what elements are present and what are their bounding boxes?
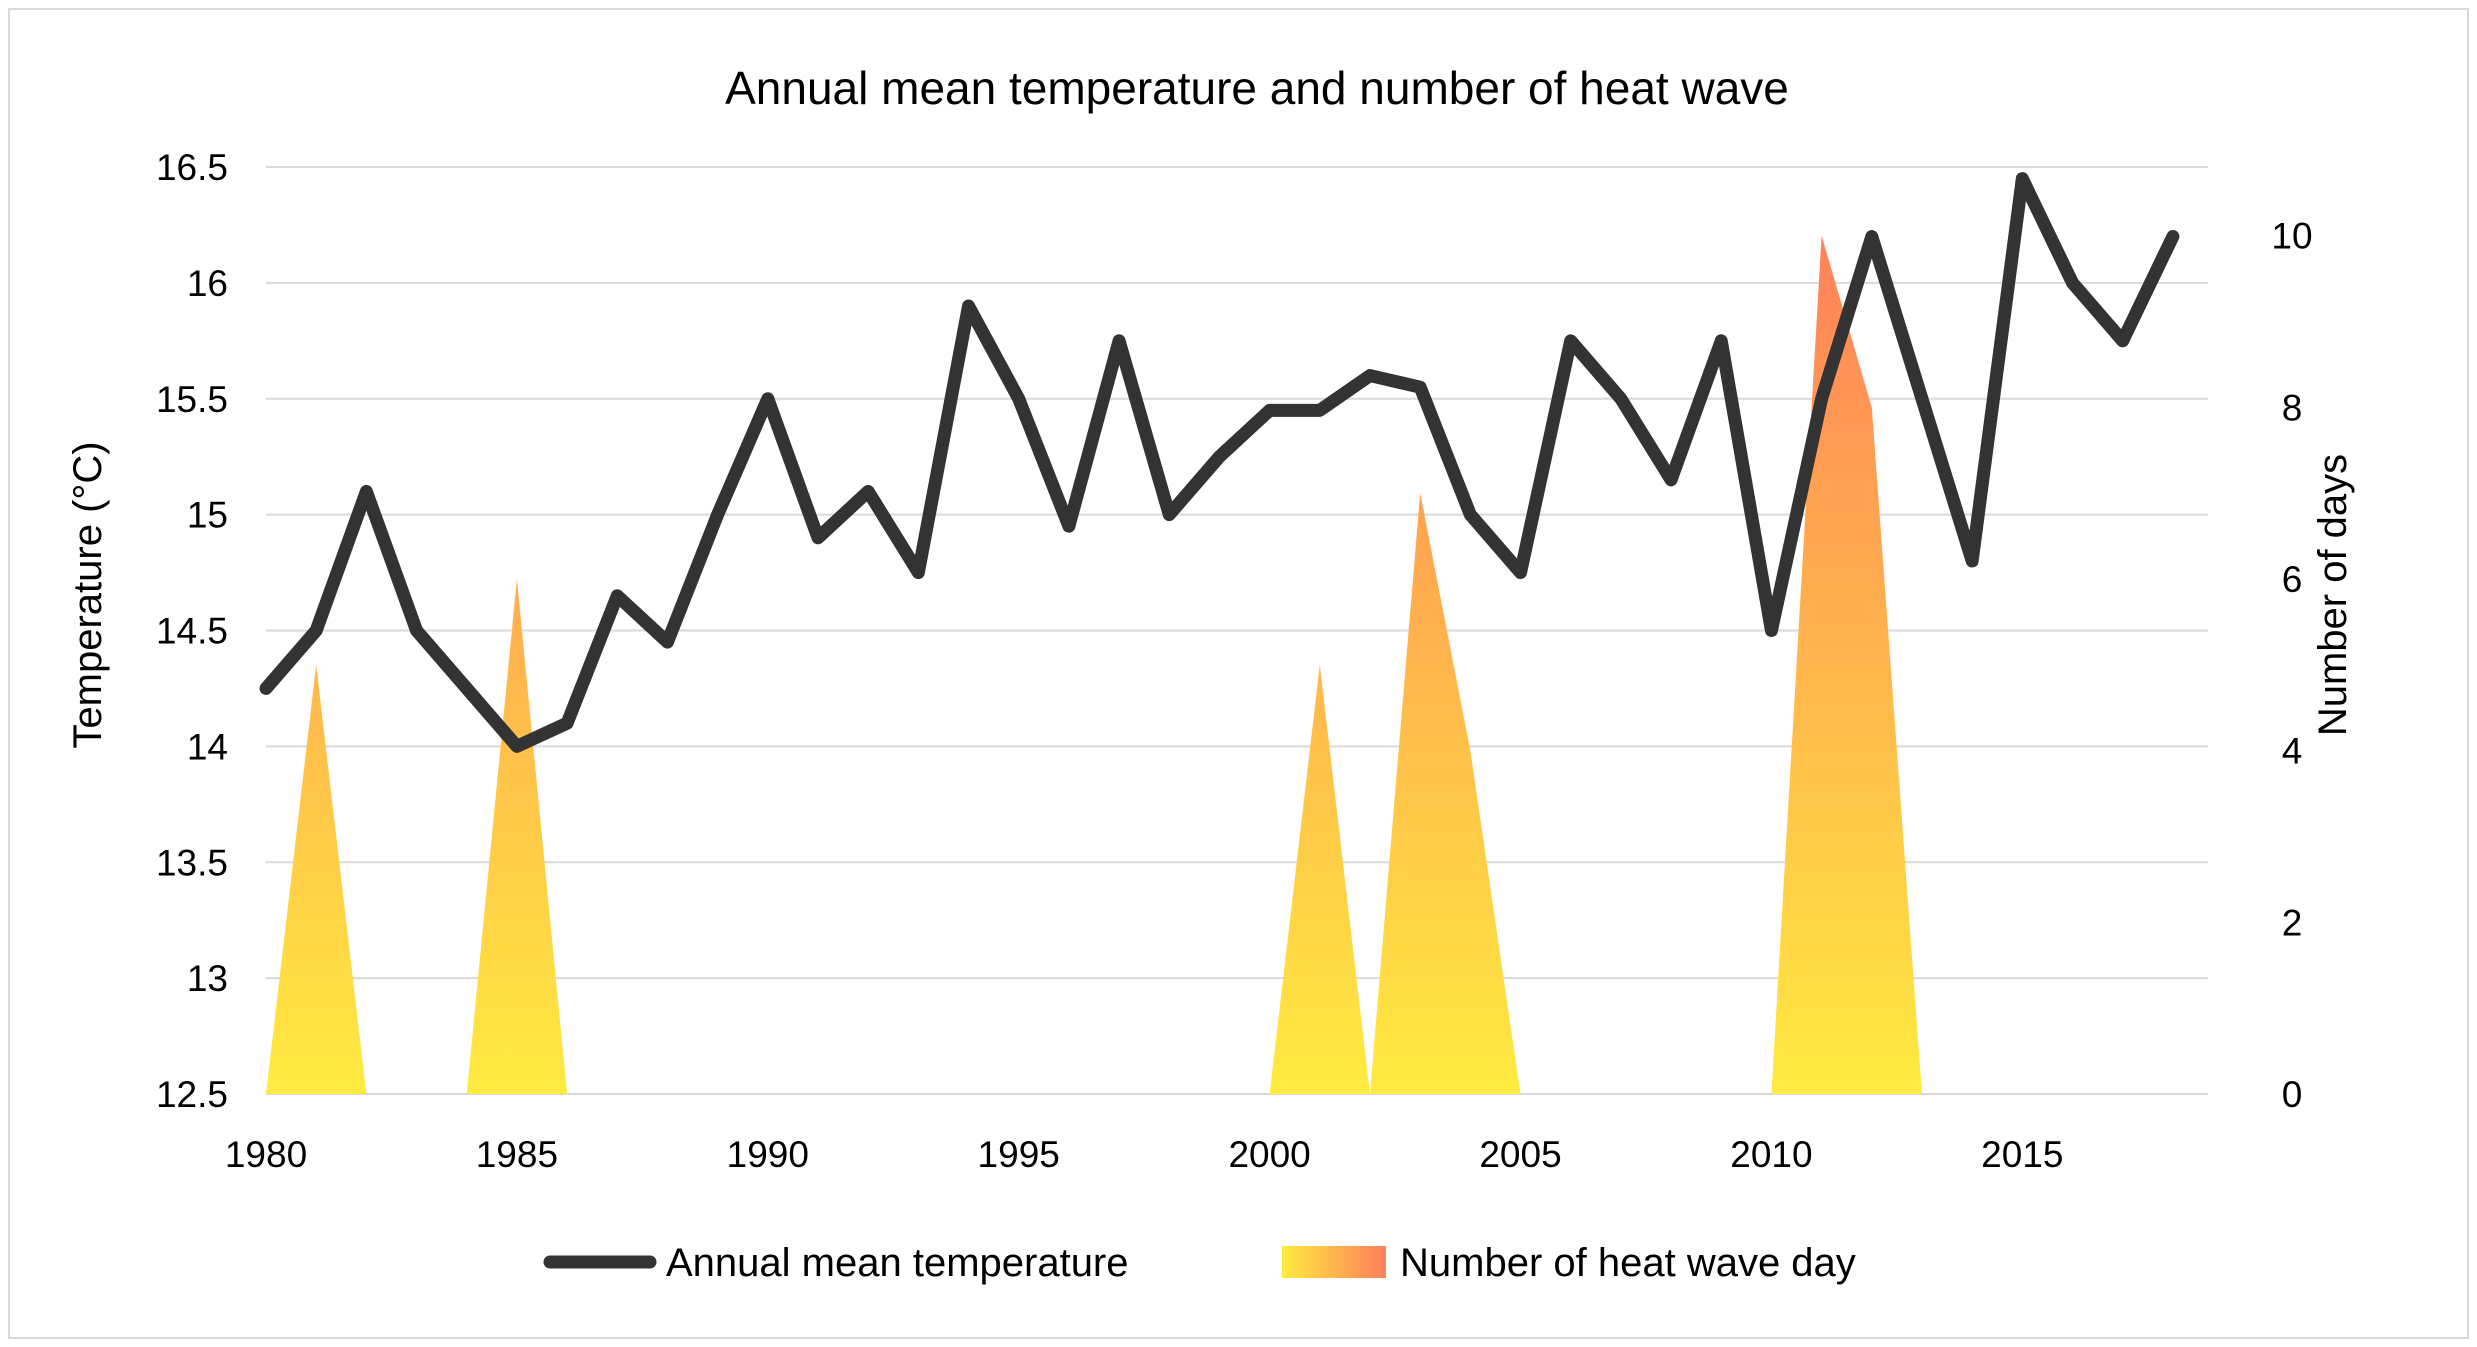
x-tick-label: 2000 xyxy=(1228,1134,1310,1175)
y2-tick-label: 10 xyxy=(2271,216,2312,257)
legend-label-temperature: Annual mean temperature xyxy=(666,1241,1129,1285)
heat-wave-peak xyxy=(466,579,568,1094)
y-tick-label: 16.5 xyxy=(156,147,228,188)
right-axis-title: Number of days xyxy=(2311,454,2355,736)
temperature-line-series xyxy=(259,172,2180,753)
left-axis-ticks: 12.5 13 13.5 14 14.5 15 15.5 16 16.5 xyxy=(156,147,228,1115)
x-tick-label: 1990 xyxy=(727,1134,809,1175)
legend: Annual mean temperature Number of heat w… xyxy=(543,1241,1856,1285)
x-tick-label: 1995 xyxy=(978,1134,1060,1175)
heat-wave-peak xyxy=(266,664,367,1094)
x-tick-label: 2015 xyxy=(1981,1134,2063,1175)
x-tick-label: 1980 xyxy=(225,1134,307,1175)
legend-area-swatch xyxy=(1282,1246,1386,1278)
y2-tick-label: 2 xyxy=(2282,902,2303,943)
right-axis-ticks: 0 2 4 6 8 10 xyxy=(2271,216,2312,1115)
y-tick-label: 13.5 xyxy=(156,842,228,883)
heat-wave-area-series xyxy=(266,235,1922,1095)
chart-title: Annual mean temperature and number of he… xyxy=(725,62,1789,114)
y-tick-label: 15 xyxy=(187,495,228,536)
chart-frame: Annual mean temperature and number of he… xyxy=(8,8,2469,1339)
heat-wave-peak xyxy=(1369,493,1521,1095)
gridlines xyxy=(266,166,2208,1095)
y-tick-label: 14 xyxy=(187,726,228,767)
legend-label-heat-wave: Number of heat wave day xyxy=(1400,1241,1856,1285)
y-tick-label: 16 xyxy=(187,263,228,304)
y-tick-label: 14.5 xyxy=(156,611,228,652)
x-tick-label: 2010 xyxy=(1730,1134,1812,1175)
y2-tick-label: 6 xyxy=(2282,559,2303,600)
heat-wave-peak xyxy=(1269,664,1370,1094)
y2-tick-label: 4 xyxy=(2282,731,2303,772)
y2-tick-label: 8 xyxy=(2282,387,2303,428)
x-tick-label: 1985 xyxy=(476,1134,558,1175)
y-tick-label: 15.5 xyxy=(156,379,228,420)
y-tick-label: 12.5 xyxy=(156,1074,228,1115)
y-tick-label: 13 xyxy=(187,958,228,999)
y2-tick-label: 0 xyxy=(2282,1074,2303,1115)
heat-wave-peak xyxy=(1771,235,1922,1094)
x-axis-ticks: 1980 1985 1990 1995 2000 2005 2010 2015 xyxy=(225,1134,2064,1175)
x-tick-label: 2005 xyxy=(1479,1134,1561,1175)
chart-canvas: Annual mean temperature and number of he… xyxy=(66,62,2355,1285)
left-axis-title: Temperature (°C) xyxy=(66,441,110,748)
